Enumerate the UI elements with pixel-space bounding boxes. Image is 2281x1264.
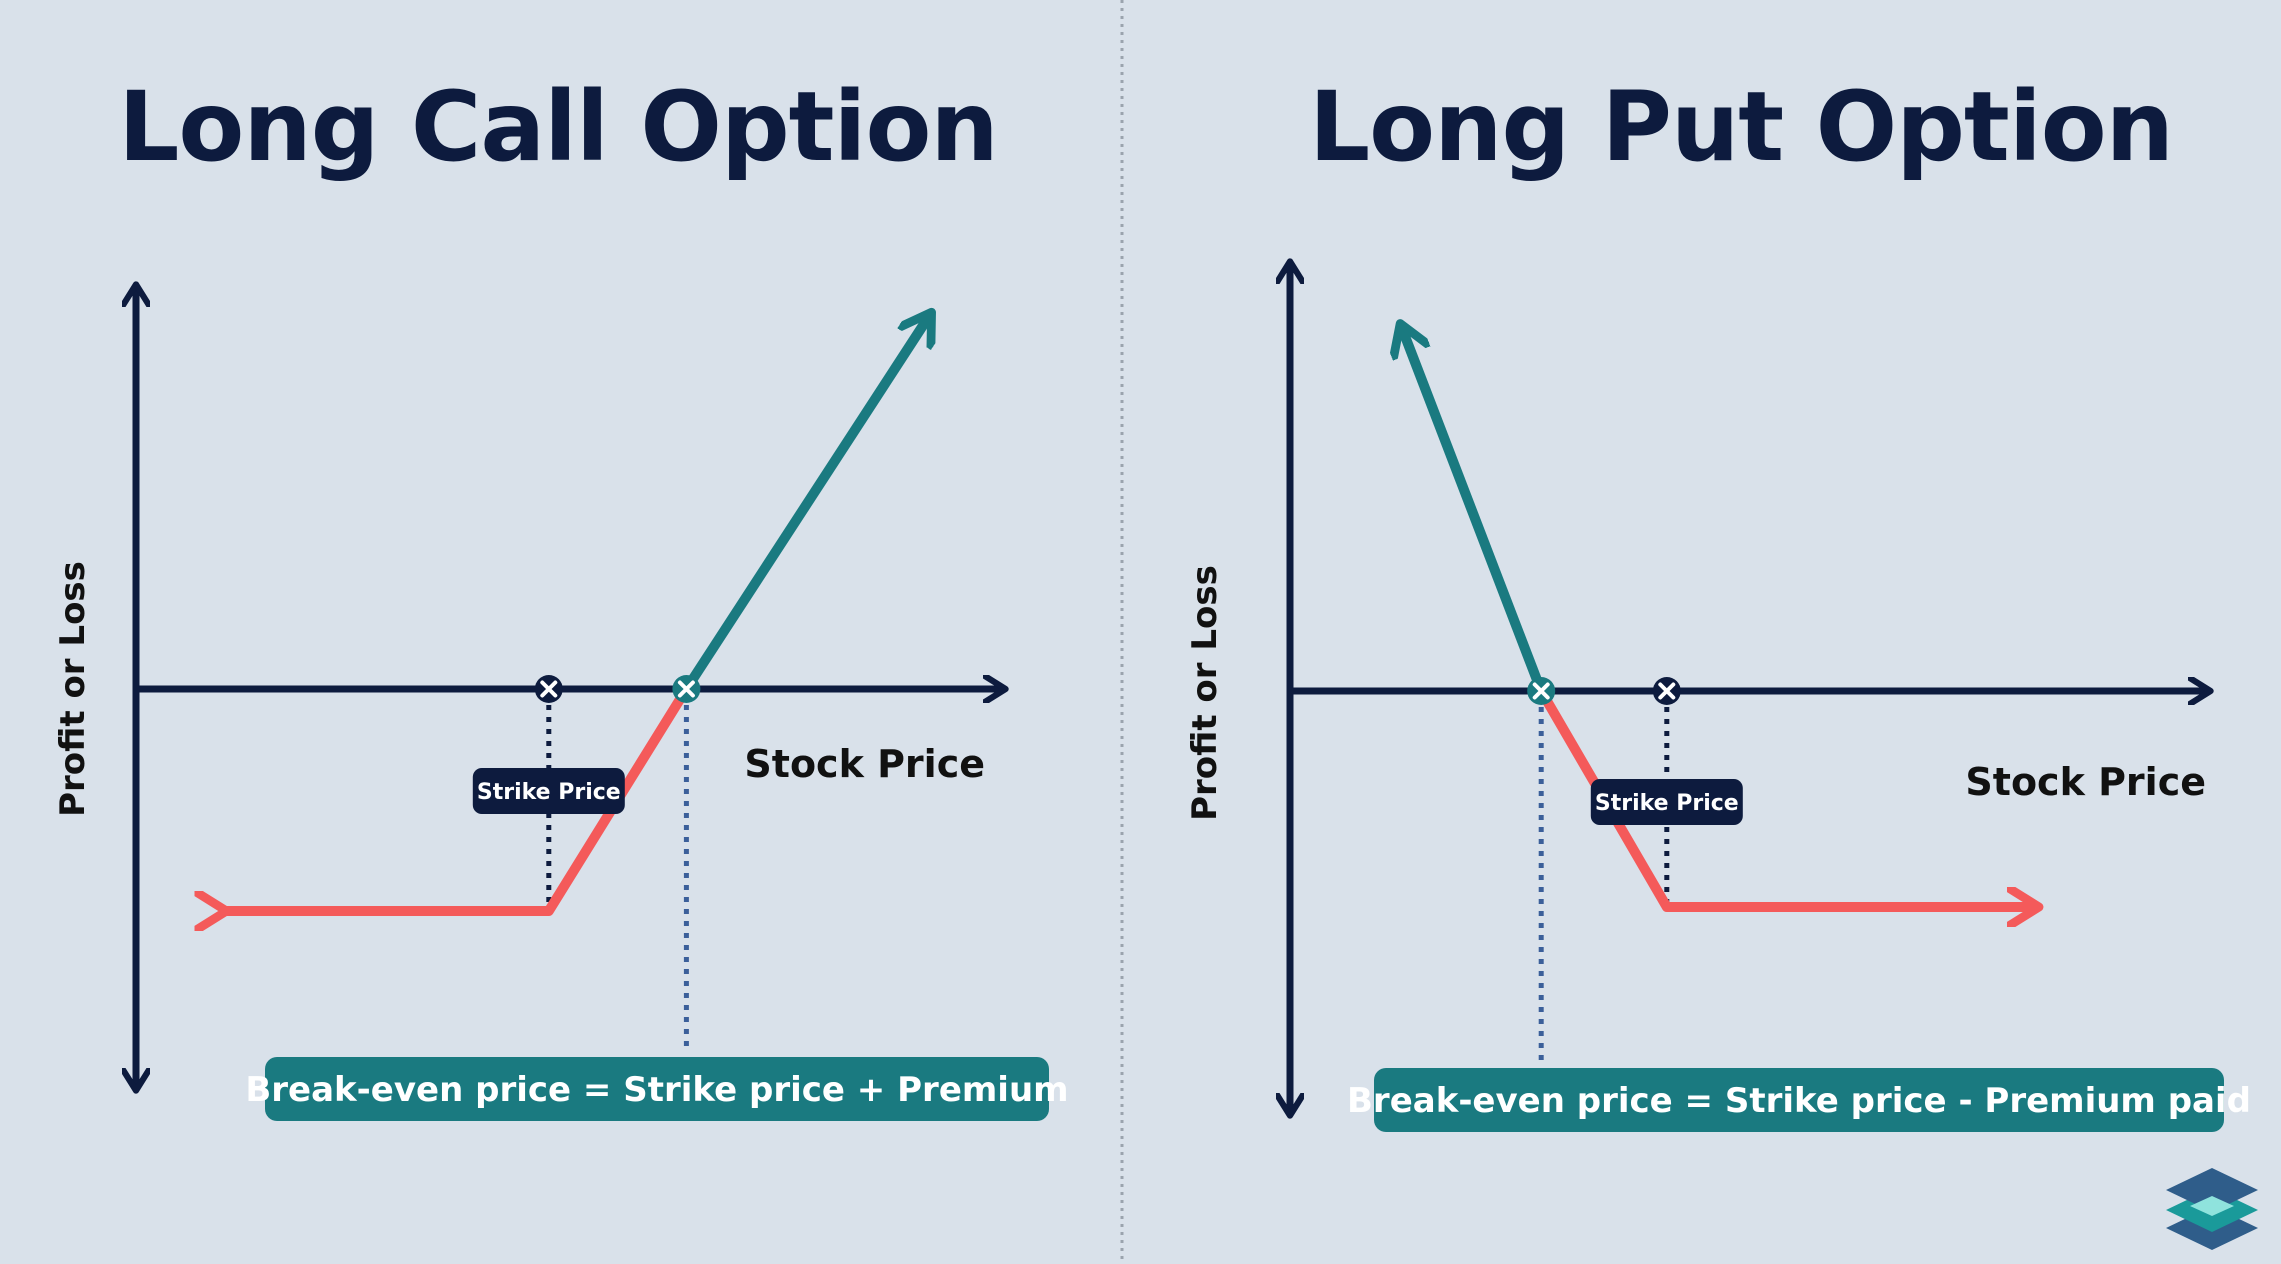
x-mark-icon: [677, 680, 695, 698]
strike-price-tag-label: Strike Price: [1595, 791, 1739, 816]
x-axis-label: Stock Price: [744, 742, 985, 786]
strike-point-marker: [534, 675, 563, 703]
long-call-chart: Long Call Option Profit or Loss Stock Pr…: [53, 71, 1069, 1121]
strike-point-marker: [1652, 677, 1681, 705]
x-axis-label: Stock Price: [1965, 760, 2206, 804]
break-even-formula-box: Break-even price = Strike price + Premiu…: [245, 1057, 1069, 1121]
strike-price-tag: Strike Price: [472, 768, 625, 814]
strike-price-tag: Strike Price: [1590, 779, 1743, 825]
x-mark-icon: [1658, 682, 1676, 700]
x-mark-icon: [1532, 682, 1550, 700]
x-mark-icon: [540, 680, 558, 698]
loss-series-line: [1536, 688, 2031, 907]
profit-series-line: [682, 319, 927, 692]
long-put-chart: Long Put Option Profit or Loss Stock Pri…: [1185, 71, 2251, 1132]
strike-price-tag-label: Strike Price: [477, 780, 621, 805]
chart-title: Long Call Option: [118, 71, 998, 183]
loss-series-line: [219, 686, 691, 911]
y-axis-label: Profit or Loss: [53, 561, 93, 817]
break-even-formula: Break-even price = Strike price - Premiu…: [1347, 1081, 2251, 1121]
layered-diamond-logo-icon: [2166, 1168, 2258, 1250]
break-even-point-marker: [672, 675, 701, 703]
chart-title: Long Put Option: [1309, 71, 2173, 183]
break-even-point-marker: [1527, 677, 1556, 705]
profit-series-line: [1403, 331, 1546, 693]
y-axis-label: Profit or Loss: [1185, 565, 1225, 821]
break-even-formula-box: Break-even price = Strike price - Premiu…: [1347, 1068, 2251, 1132]
break-even-formula: Break-even price = Strike price + Premiu…: [245, 1070, 1068, 1110]
